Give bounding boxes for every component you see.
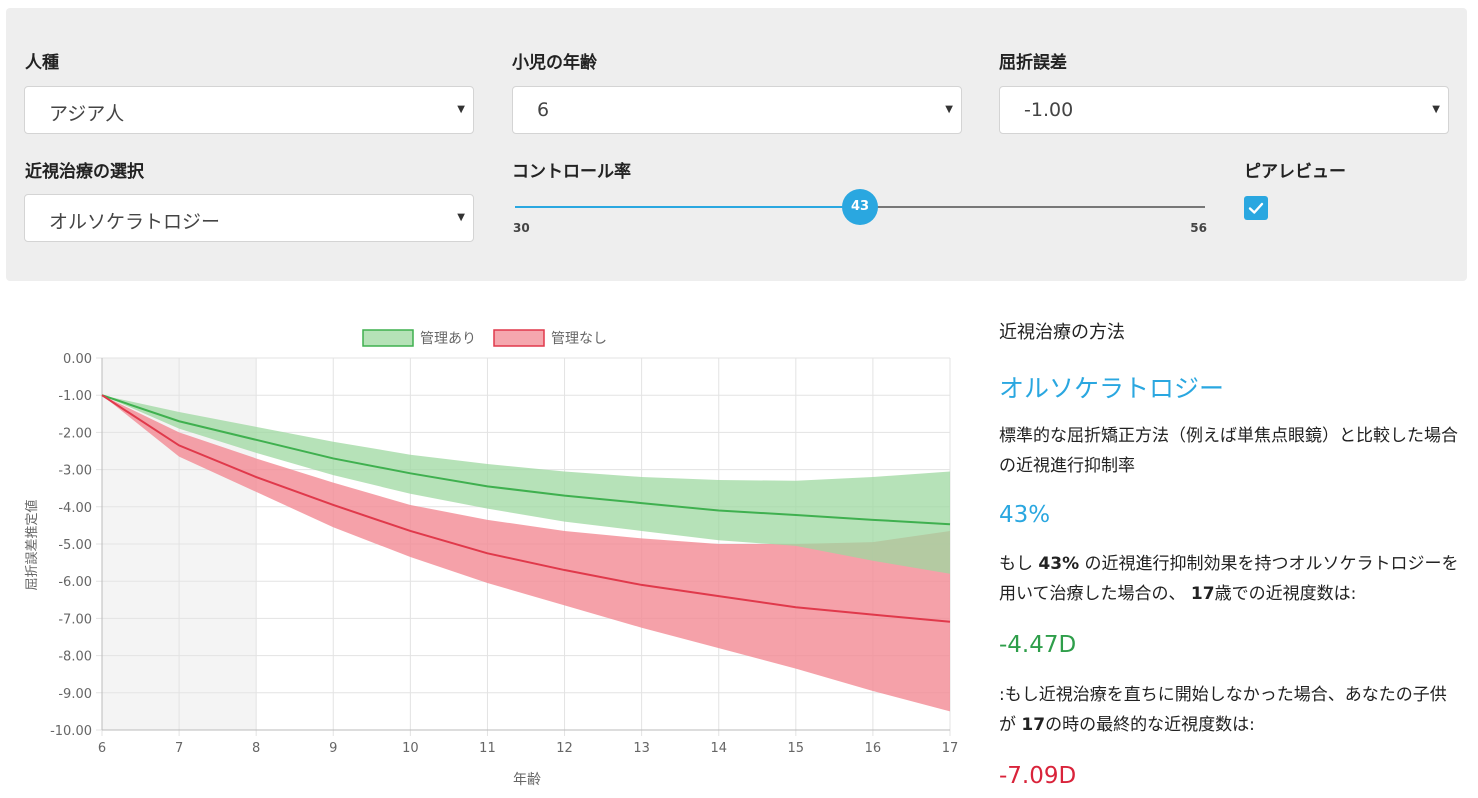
x-tick-label: 9 <box>329 741 337 756</box>
x-tick-label: 16 <box>865 741 882 756</box>
x-tick-label: 12 <box>556 741 573 756</box>
slider-min-label: 30 <box>513 221 530 235</box>
treatment-label: 近視治療の選択 <box>25 162 144 182</box>
y-tick-label: -8.00 <box>58 650 92 665</box>
y-tick-label: -7.00 <box>58 612 92 627</box>
slider-track-empty[interactable] <box>860 206 1205 208</box>
y-tick-label: -2.00 <box>58 426 92 441</box>
text-span: の時の最終的な近視度数は: <box>1045 715 1255 735</box>
band-untreated <box>102 395 950 712</box>
peer-review-checkbox[interactable] <box>1244 196 1268 220</box>
race-label: 人種 <box>25 53 59 73</box>
slider-max-label: 56 <box>1190 221 1207 235</box>
x-tick-label: 15 <box>788 741 805 756</box>
side-heading: 近視治療の方法 <box>999 322 1125 343</box>
text-span: もし <box>999 554 1033 574</box>
side-treated-sentence: もし 43% の近視進行抑制効果を持つオルソケラトロジーを用いて治療した場合の、… <box>999 549 1459 609</box>
y-tick-label: -9.00 <box>58 687 92 702</box>
y-tick-label: 0.00 <box>63 352 92 367</box>
refraction-label: 屈折誤差 <box>999 53 1067 73</box>
refraction-select-value: -1.00 <box>1024 99 1074 121</box>
y-tick-label: -6.00 <box>58 575 92 590</box>
side-result-treated: -4.47D <box>999 632 1077 658</box>
legend-label-treated: 管理あり <box>420 331 476 347</box>
y-tick-label: -10.00 <box>50 724 92 739</box>
y-tick-label: -5.00 <box>58 538 92 553</box>
chevron-down-icon: ▼ <box>945 104 953 115</box>
series-line-untreated <box>101 394 951 623</box>
check-icon <box>1248 202 1264 214</box>
text-span: :もし近視治療を直ちに開始しなかった場合、あなたの子供が <box>999 685 1447 735</box>
control-rate-slider[interactable]: 43 30 56 <box>513 189 1207 235</box>
myopia-progression-chart: 管理あり 管理なし 0.00 -1.00 -2.00 -3.00 -4.00 -5.00 -… <box>24 329 959 788</box>
x-tick-label: 6 <box>98 741 106 756</box>
side-description: 標準的な屈折矯正方法（例えば単焦点眼鏡）と比較した場合の近視進行抑制率 <box>999 426 1458 476</box>
age-label: 小児の年齢 <box>512 53 597 73</box>
series-line-treated <box>101 394 951 526</box>
x-tick-label: 10 <box>402 741 419 756</box>
side-treatment-name: オルソケラトロジー <box>999 374 1225 403</box>
treatment-select[interactable]: オルソケラトロジー ▼ <box>24 194 474 242</box>
x-tick-label: 17 <box>942 741 959 756</box>
treatment-select-value: オルソケラトロジー <box>49 211 221 233</box>
legend-swatch-untreated <box>493 329 545 347</box>
text-span: の近視進行抑制効果を持つオルソケラトロジーを用いて治療した場合の、 <box>999 554 1459 604</box>
peer-review-label: ピアレビュー <box>1244 162 1346 182</box>
chevron-down-icon: ▼ <box>457 104 465 115</box>
x-tick-label: 13 <box>633 741 650 756</box>
chevron-down-icon: ▼ <box>1432 104 1440 115</box>
x-tick-label: 8 <box>252 741 260 756</box>
x-axis-label: 年齢 <box>513 772 541 788</box>
refraction-select[interactable]: -1.00 ▼ <box>999 86 1449 134</box>
age-select-value: 6 <box>537 99 550 121</box>
legend-label-untreated: 管理なし <box>551 331 607 347</box>
bold-age: 17 <box>1190 584 1215 604</box>
slider-handle[interactable]: 43 <box>842 189 878 225</box>
y-tick-label: -4.00 <box>58 501 92 516</box>
y-tick-label: -3.00 <box>58 464 92 479</box>
band-treated <box>102 395 950 574</box>
chevron-down-icon: ▼ <box>457 212 465 223</box>
x-tick-label: 14 <box>710 741 727 756</box>
bold-rate: 43% <box>1038 554 1080 574</box>
side-result-untreated: -7.09D <box>999 763 1077 789</box>
side-rate: 43% <box>999 502 1051 528</box>
chart-legend: 管理あり 管理なし <box>362 329 607 347</box>
x-tick-label: 11 <box>479 741 496 756</box>
x-tick-label: 7 <box>175 741 183 756</box>
y-axis-label: 屈折誤差推定値 <box>24 499 40 590</box>
text-span: 歳での近視度数は: <box>1214 584 1357 604</box>
bold-age: 17 <box>1021 715 1046 735</box>
age-select[interactable]: 6 ▼ <box>512 86 962 134</box>
slider-track-filled[interactable] <box>515 206 860 208</box>
control-rate-label: コントロール率 <box>512 162 631 182</box>
race-select-value: アジア人 <box>49 103 125 125</box>
legend-swatch-treated <box>362 329 414 347</box>
race-select[interactable]: アジア人 ▼ <box>24 86 474 134</box>
y-tick-label: -1.00 <box>58 389 92 404</box>
side-untreated-sentence: :もし近視治療を直ちに開始しなかった場合、あなたの子供が 17の時の最終的な近視… <box>999 680 1459 740</box>
